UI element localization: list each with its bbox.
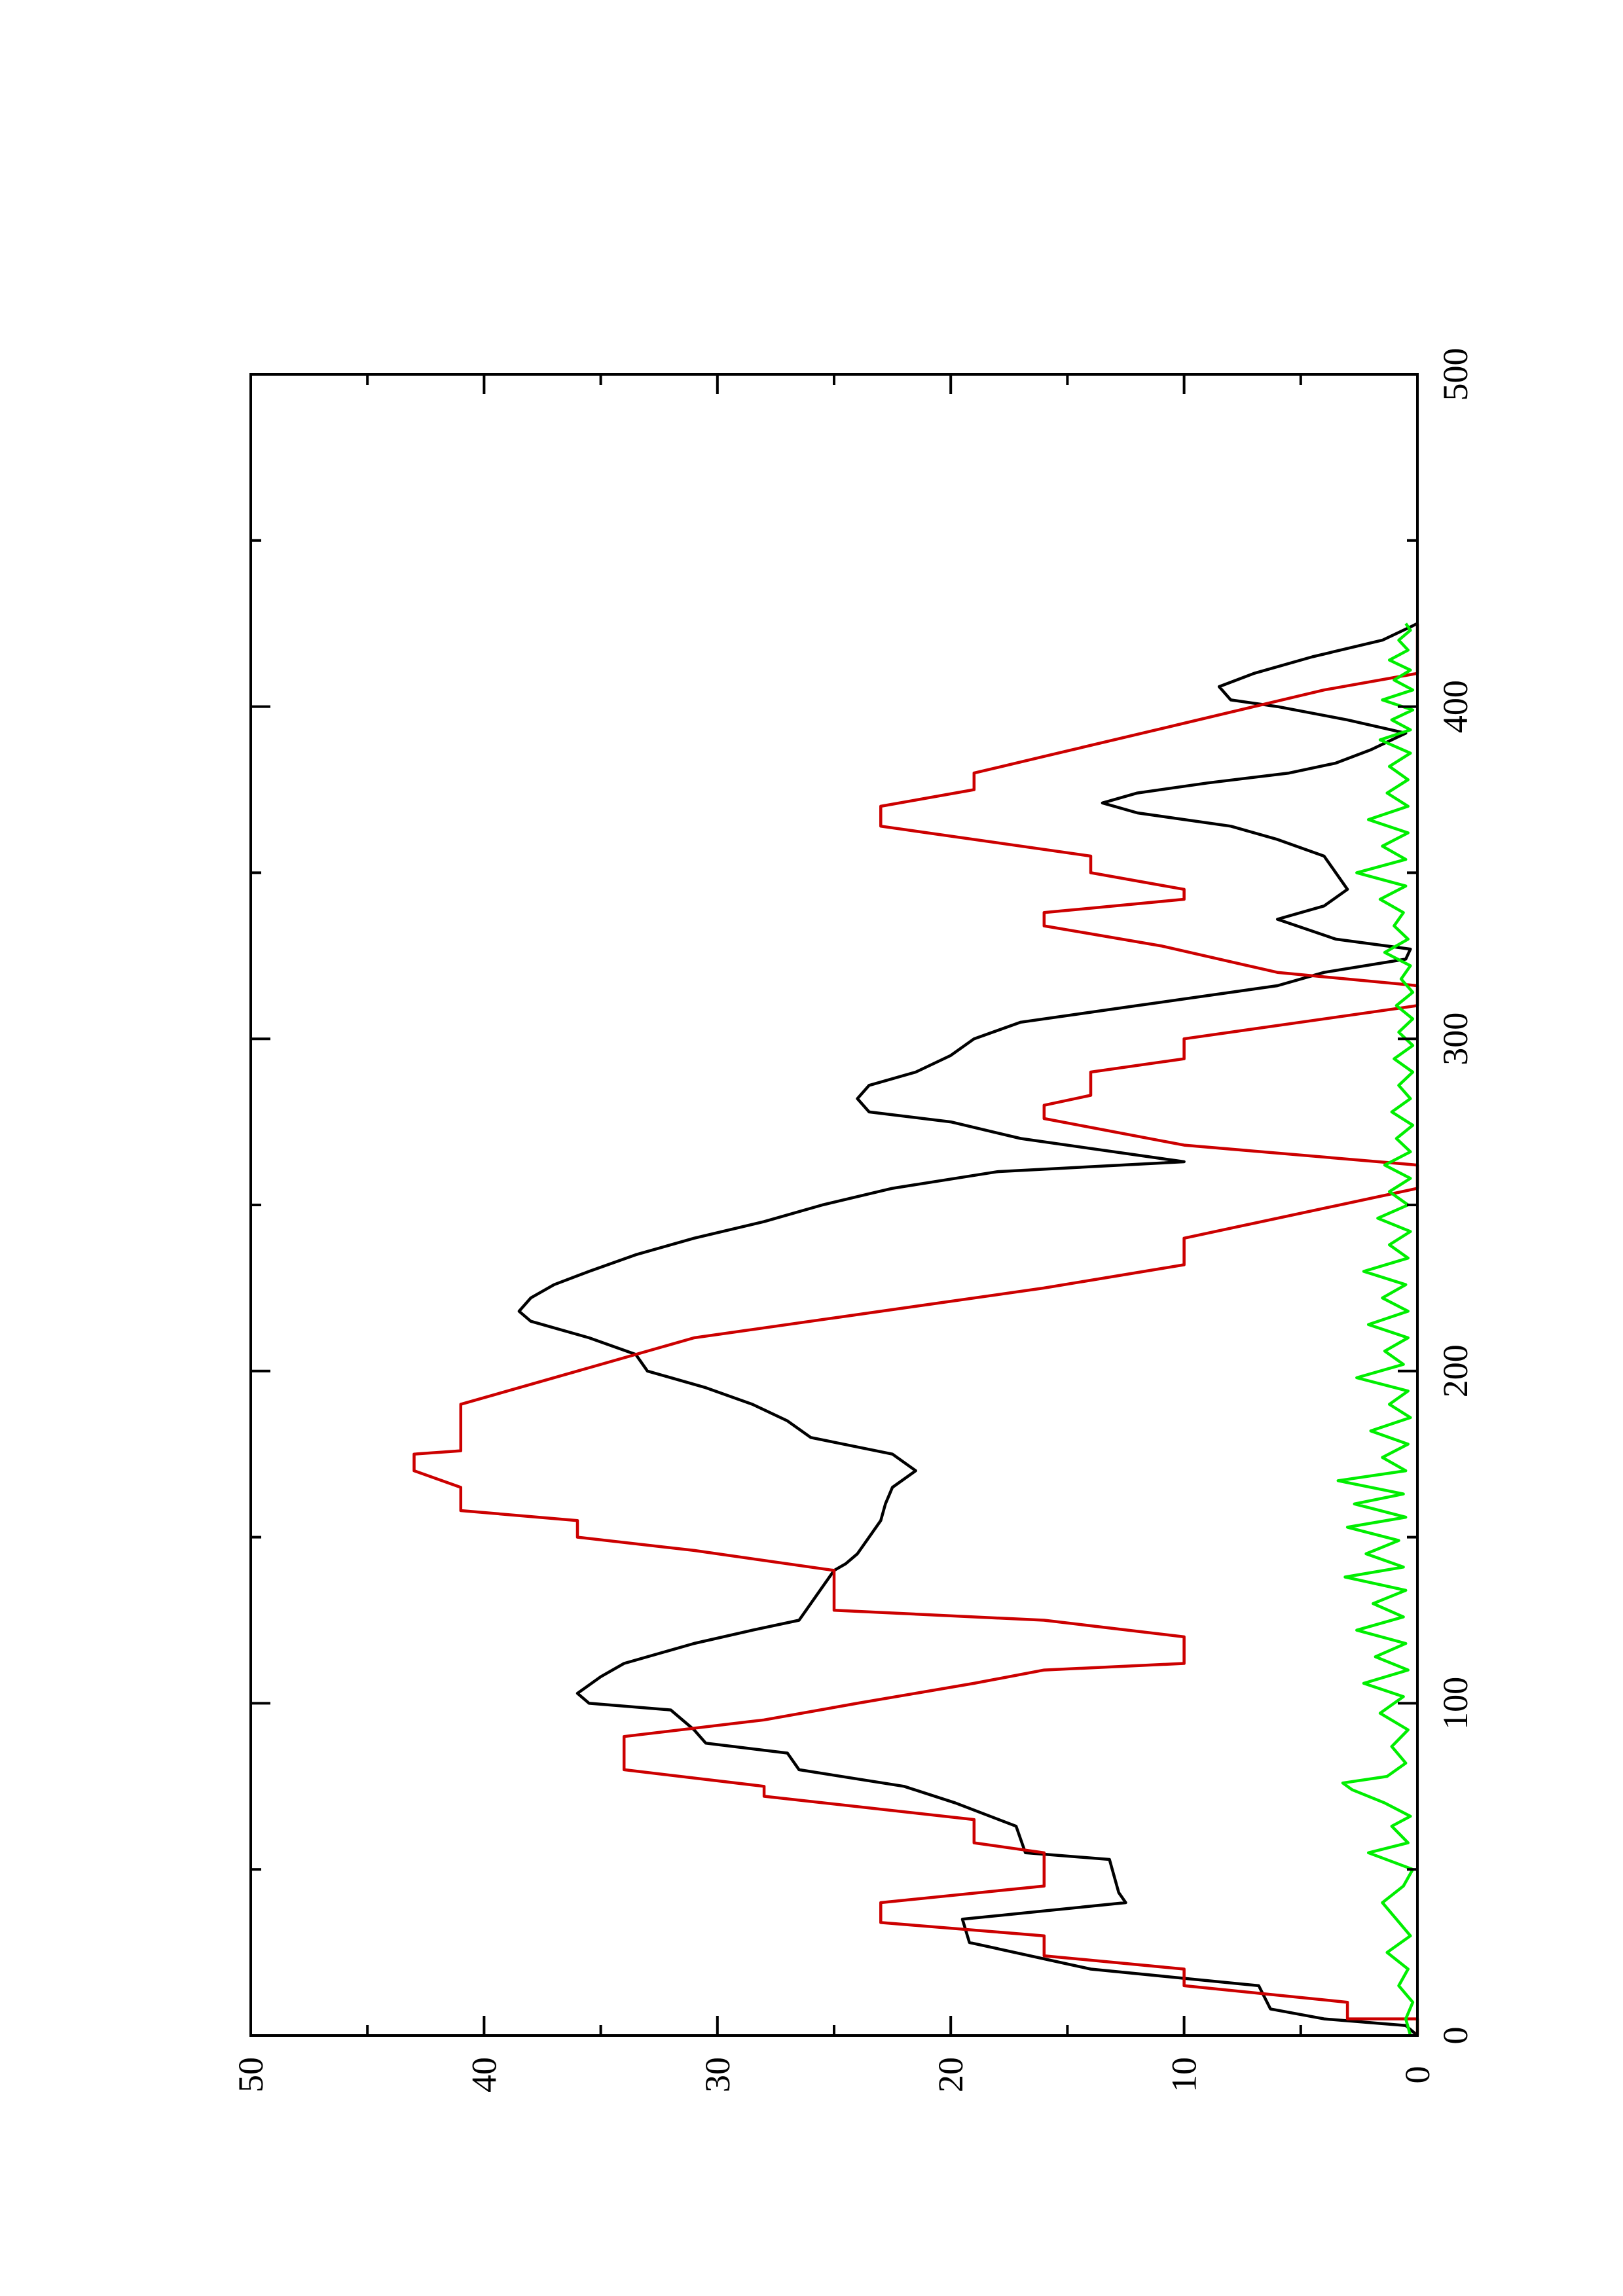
x-tick-label: 300	[1436, 1013, 1475, 1066]
x-tick-label: 100	[1436, 1677, 1475, 1730]
y-tick-label: 20	[931, 2057, 970, 2092]
series-layer	[412, 622, 1419, 2037]
y-tick-label: 30	[698, 2057, 737, 2092]
series-line-1	[517, 622, 1419, 2037]
series-line-2	[412, 623, 1419, 2036]
x-tick-label: 200	[1436, 1344, 1475, 1397]
x-tick-label: 400	[1436, 680, 1475, 733]
x-tick-label: 500	[1436, 348, 1475, 401]
y-tick-label: 40	[464, 2057, 503, 2092]
x-tick-label: 0	[1436, 2027, 1475, 2045]
y-tick-label: 50	[231, 2057, 270, 2092]
y-tick-label: 0	[1398, 2066, 1437, 2084]
series-line-3	[1336, 622, 1415, 2036]
plot-frame	[249, 373, 1419, 2037]
y-tick-label: 10	[1165, 2057, 1204, 2092]
tick-layer: 0 100 200 300 400 500 0 10 20 30 40 50	[231, 348, 1475, 2093]
